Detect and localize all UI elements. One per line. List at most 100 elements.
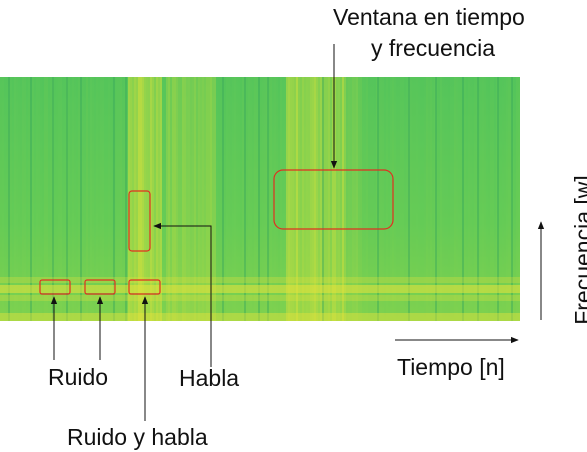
spectrogram-column [260,77,262,321]
spectrogram-column [454,77,456,321]
spectrogram-column [154,77,156,321]
spectrogram-column [264,77,266,321]
spectrogram-column [134,77,136,321]
spectrogram-column [76,77,78,321]
noise-speech-box [128,279,161,295]
spectrogram-dropout-line [258,77,260,321]
spectrogram-column [248,77,250,321]
spectrogram-column [66,77,68,321]
spectrogram-column [182,77,184,321]
spectrogram-column [6,77,8,321]
spectrogram-column [160,77,162,321]
spectrogram-column [308,77,310,321]
spectrogram-column [410,77,412,321]
noise-box-2 [84,279,116,295]
spectrogram-column [270,77,272,321]
spectrogram-column [12,77,14,321]
spectrogram-band [0,285,520,293]
spectrogram-column [204,77,206,321]
spectrogram-column [372,77,374,321]
spectrogram-column [96,77,98,321]
spectrogram-column [518,77,520,321]
spectrogram-band [0,277,520,283]
spectrogram-column [288,77,290,321]
spectrogram-column [314,77,316,321]
spectrogram-column [86,77,88,321]
spectrogram-column [20,77,22,321]
spectrogram-dropout-line [113,77,115,321]
spectrogram-column [360,77,362,321]
noise-and-speech-label: Ruido y habla [67,424,208,450]
spectrogram-column [326,77,328,321]
spectrogram-column [376,77,378,321]
spectrogram-column [382,77,384,321]
spectrogram-column [118,77,120,321]
spectrogram-column [10,77,12,321]
spectrogram-column [436,77,438,321]
spectrogram-column [58,77,60,321]
spectrogram-column [294,77,296,321]
spectrogram-dropout-line [52,77,54,321]
spectrogram-column [348,77,350,321]
spectrogram-column [174,77,176,321]
spectrogram-column [510,77,512,321]
spectrogram-column [450,77,452,321]
spectrogram-column [120,77,122,321]
spectrogram-column [28,77,30,321]
spectrogram-column [136,77,138,321]
spectrogram-column [168,77,170,321]
spectrogram-column [224,77,226,321]
spectrogram-dropout-line [377,77,379,321]
spectrogram-column [390,77,392,321]
spectrogram-column [126,77,128,321]
spectrogram-column [504,77,506,321]
spectrogram-column [412,77,414,321]
spectrogram-column [56,77,58,321]
spectrogram-column [476,77,478,321]
spectrogram-band [0,295,520,301]
spectrogram-column [216,77,218,321]
spectrogram-column [2,77,4,321]
spectrogram-column [108,77,110,321]
spectrogram-column [304,77,306,321]
spectrogram-column [474,77,476,321]
spectrogram-column [30,77,32,321]
spectrogram-column [262,77,264,321]
spectrogram-column [500,77,502,321]
spectrogram-column [398,77,400,321]
spectrogram-column [432,77,434,321]
spectrogram-column [456,77,458,321]
spectrogram-column [190,77,192,321]
window-label-line1: Ventana en tiempo [333,4,525,30]
spectrogram-column [480,77,482,321]
spectrogram-column [104,77,106,321]
spectrogram-column [78,77,80,321]
spectrogram-column [16,77,18,321]
spectrogram-column [132,77,134,321]
spectrogram-column [442,77,444,321]
spectrogram-column [88,77,90,321]
spectrogram-column [228,77,230,321]
spectrogram-column [246,77,248,321]
spectrogram-column [212,77,214,321]
spectrogram-column [272,77,274,321]
spectrogram-column [26,77,28,321]
spectrogram-column [46,77,48,321]
spectrogram-column [340,77,342,321]
spectrogram-column [18,77,20,321]
spectrogram-column [170,77,172,321]
spectrogram-column [302,77,304,321]
spectrogram-column [72,77,74,321]
spectrogram-column [506,77,508,321]
spectrogram-column [166,77,168,321]
spectrogram-column [458,77,460,321]
spectrogram-column [124,77,126,321]
spectrogram-column [4,77,6,321]
spectrogram-column [138,77,140,321]
spectrogram-dropout-line [511,77,513,321]
spectrogram-column [354,77,356,321]
spectrogram-column [140,77,142,321]
spectrogram-column [122,77,124,321]
spectrogram-column [54,77,56,321]
